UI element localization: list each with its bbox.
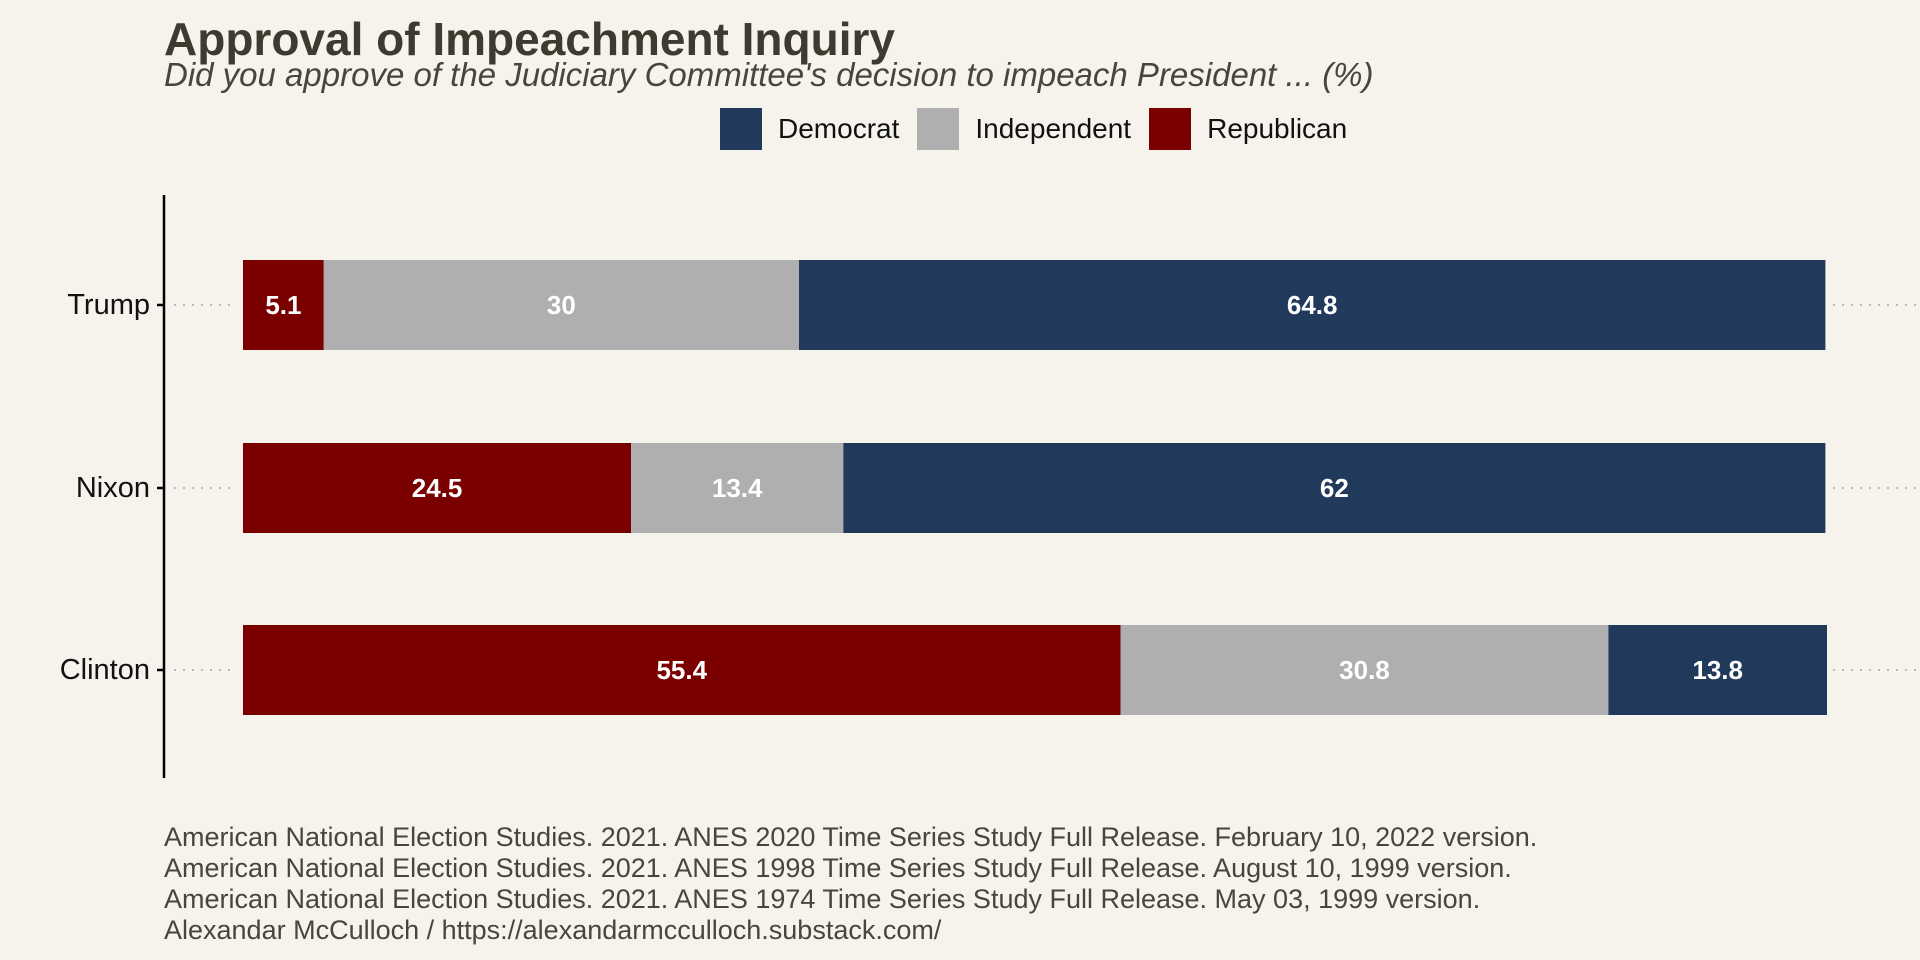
- bar-trump-republican: [243, 260, 324, 350]
- bar-clinton-independent: [1120, 625, 1609, 715]
- caption-line: Alexandar McCulloch / https://alexandarm…: [164, 915, 942, 945]
- bar-trump-independent: [323, 260, 799, 350]
- bar-trump-democrat: [798, 260, 1826, 350]
- legend-swatch-republican: [1149, 108, 1192, 150]
- legend-item-democrat: Democrat: [720, 108, 899, 150]
- bar-clinton-democrat: [1608, 625, 1827, 715]
- bars: 5.1 30 64.8 24.5 13.4 62 55.4 30.8 13.8: [243, 260, 1827, 715]
- legend-swatch-democrat: [720, 108, 762, 150]
- bar-nixon-independent: [631, 443, 844, 533]
- data-label-clinton-independent: 30.8: [1339, 655, 1390, 685]
- data-label-nixon-republican: 24.5: [412, 473, 463, 503]
- data-label-trump-republican: 5.1: [265, 290, 301, 320]
- data-label-trump-independent: 30: [547, 290, 576, 320]
- bar-nixon-republican: [243, 443, 632, 533]
- y-axis: Trump Nixon Clinton: [60, 289, 164, 686]
- data-label-nixon-independent: 13.4: [712, 473, 763, 503]
- y-tick-label-nixon: Nixon: [76, 472, 150, 504]
- y-tick-label-trump: Trump: [67, 289, 150, 321]
- data-label-clinton-republican: 55.4: [656, 655, 707, 685]
- bar-clinton-republican: [243, 625, 1121, 715]
- legend-label-republican: Republican: [1207, 113, 1348, 144]
- legend-item-republican: Republican: [1149, 108, 1347, 150]
- data-label-clinton-democrat: 13.8: [1692, 655, 1743, 685]
- legend: Democrat Independent Republican: [720, 107, 1365, 151]
- legend-label-democrat: Democrat: [778, 113, 900, 144]
- legend-item-independent: Independent: [917, 108, 1131, 150]
- chart-title: Approval of Impeachment Inquiry: [164, 13, 895, 65]
- data-label-nixon-democrat: 62: [1320, 473, 1349, 503]
- legend-swatch-independent: [917, 108, 960, 150]
- caption-line: American National Election Studies. 2021…: [164, 853, 1512, 883]
- caption-line: American National Election Studies. 2021…: [164, 884, 1481, 914]
- data-label-trump-democrat: 64.8: [1287, 290, 1338, 320]
- caption-line: American National Election Studies. 2021…: [164, 822, 1538, 852]
- gridlines: [174, 304, 1920, 671]
- bar-nixon-democrat: [843, 443, 1826, 533]
- caption: American National Election Studies. 2021…: [164, 822, 1537, 946]
- legend-label-independent: Independent: [975, 113, 1132, 144]
- y-tick-label-clinton: Clinton: [60, 654, 150, 686]
- chart-subtitle: Did you approve of the Judiciary Committ…: [164, 56, 1374, 93]
